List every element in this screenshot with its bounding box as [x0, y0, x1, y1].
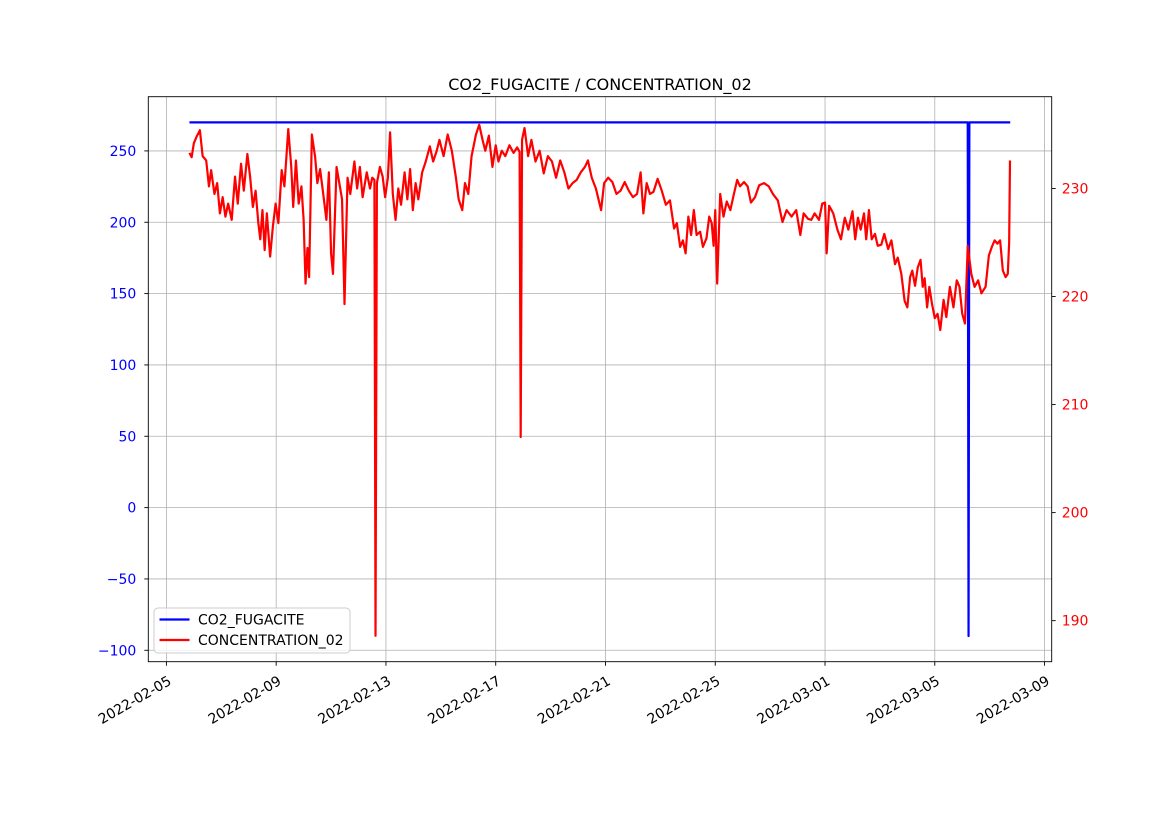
x-tick-label: 2022-02-17 — [425, 673, 503, 728]
y-left-tick-label: 250 — [110, 144, 137, 160]
y-right-tick-label: 230 — [1062, 182, 1089, 198]
y-left-tick-label: −50 — [107, 572, 137, 588]
y-left-tick-label: 0 — [127, 501, 136, 517]
plot-spines — [147, 96, 1053, 663]
x-tick-label: 2022-02-13 — [315, 673, 393, 728]
y-left-tick-label: 200 — [110, 215, 137, 231]
x-tick-label: 2022-02-09 — [206, 673, 284, 728]
legend: CO2_FUGACITE CONCENTRATION_02 — [153, 607, 351, 654]
y-left-tick-label: 150 — [110, 287, 137, 303]
y-left-tick-label: −100 — [98, 643, 136, 659]
legend-box — [153, 607, 351, 654]
series-line-co2-fugacite — [189, 121, 1011, 638]
series-line-concentration-02 — [188, 123, 1012, 637]
x-tick-label: 2022-02-25 — [645, 673, 723, 728]
chart-title: CO2_FUGACITE / CONCENTRATION_02 — [448, 75, 752, 95]
y-left-tick-label: 50 — [118, 429, 136, 445]
y-right-tick-label: 200 — [1062, 506, 1089, 522]
legend-label-co2-fugacite: CO2_FUGACITE — [198, 613, 304, 629]
y-left-tick-label: 100 — [110, 358, 137, 374]
x-tick-label: 2022-03-05 — [864, 673, 942, 728]
y-right-tick-label: 210 — [1062, 398, 1089, 414]
legend-label-concentration-02: CONCENTRATION_02 — [198, 633, 344, 649]
x-tick-label: 2022-02-05 — [96, 673, 174, 728]
y-right-tick-label: 220 — [1062, 290, 1089, 306]
y-right-tick-label: 190 — [1062, 614, 1089, 630]
x-tick-label: 2022-03-09 — [974, 673, 1052, 728]
x-tick-label: 2022-02-21 — [535, 673, 613, 728]
x-tick-label: 2022-03-01 — [755, 673, 833, 728]
